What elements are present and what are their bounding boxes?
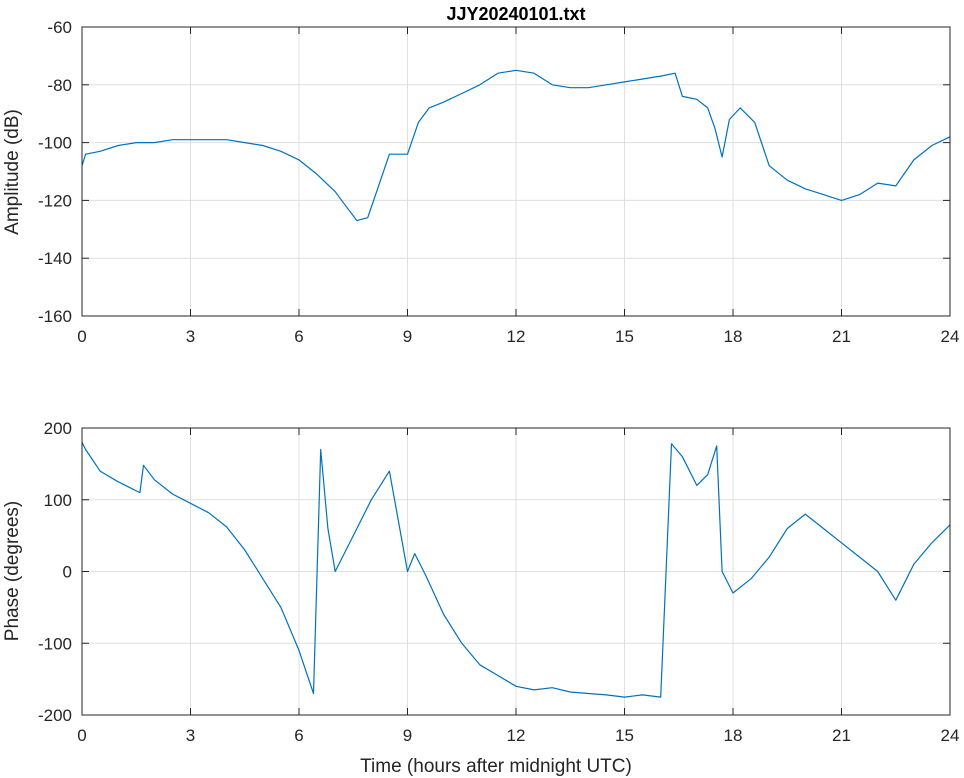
amplitude-ylabel: Amplitude (dB) [2, 109, 23, 235]
amplitude-x-tick-label: 18 [724, 327, 743, 346]
amplitude-x-tick-label: 15 [615, 327, 634, 346]
amplitude-x-tick-label: 24 [941, 327, 960, 346]
amplitude-x-tick-label: 0 [77, 327, 86, 346]
phase-ylabel: Phase (degrees) [2, 501, 23, 641]
phase-y-tick-label: -100 [38, 634, 72, 653]
phase-x-tick-label: 24 [941, 726, 960, 745]
phase-x-tick-label: 3 [186, 726, 195, 745]
phase-x-tick-label: 18 [724, 726, 743, 745]
phase-y-tick-label: -200 [38, 706, 72, 725]
phase-axes: 0 3 6 9 12 15 18 21 24 200 100 0 -100 -200 [38, 419, 959, 745]
amplitude-x-tick-label: 3 [186, 327, 195, 346]
phase-x-tick-label: 21 [832, 726, 851, 745]
amplitude-x-tick-label: 12 [507, 327, 526, 346]
phase-y-tick-label: 200 [44, 419, 72, 438]
amplitude-y-tick-label: -60 [47, 18, 72, 37]
amplitude-y-tick-label: -100 [38, 134, 72, 153]
time-xlabel: Time (hours after midnight UTC) [360, 756, 632, 777]
amplitude-y-tick-label: -140 [38, 249, 72, 268]
phase-x-tick-label: 9 [403, 726, 412, 745]
amplitude-x-tick-label: 21 [832, 327, 851, 346]
amplitude-y-tick-label: -160 [38, 307, 72, 326]
phase-x-tick-label: 0 [77, 726, 86, 745]
phase-y-tick-label: 100 [44, 491, 72, 510]
amplitude-series-line [81, 69, 951, 222]
phase-series-line [81, 442, 951, 698]
phase-x-tick-label: 15 [615, 726, 634, 745]
plot-title: JJY20240101.txt [446, 4, 585, 24]
phase-x-tick-label: 6 [294, 726, 303, 745]
amplitude-axes: 0 3 6 9 12 15 18 21 24 -60 -80 -100 -120 -140 -160 [38, 18, 959, 346]
amplitude-y-tick-label: -120 [38, 191, 72, 210]
phase-x-tick-label: 12 [507, 726, 526, 745]
amplitude-y-tick-label: -80 [47, 76, 72, 95]
amplitude-x-tick-label: 9 [403, 327, 412, 346]
phase-y-tick-label: 0 [63, 563, 72, 582]
amplitude-x-tick-label: 6 [294, 327, 303, 346]
